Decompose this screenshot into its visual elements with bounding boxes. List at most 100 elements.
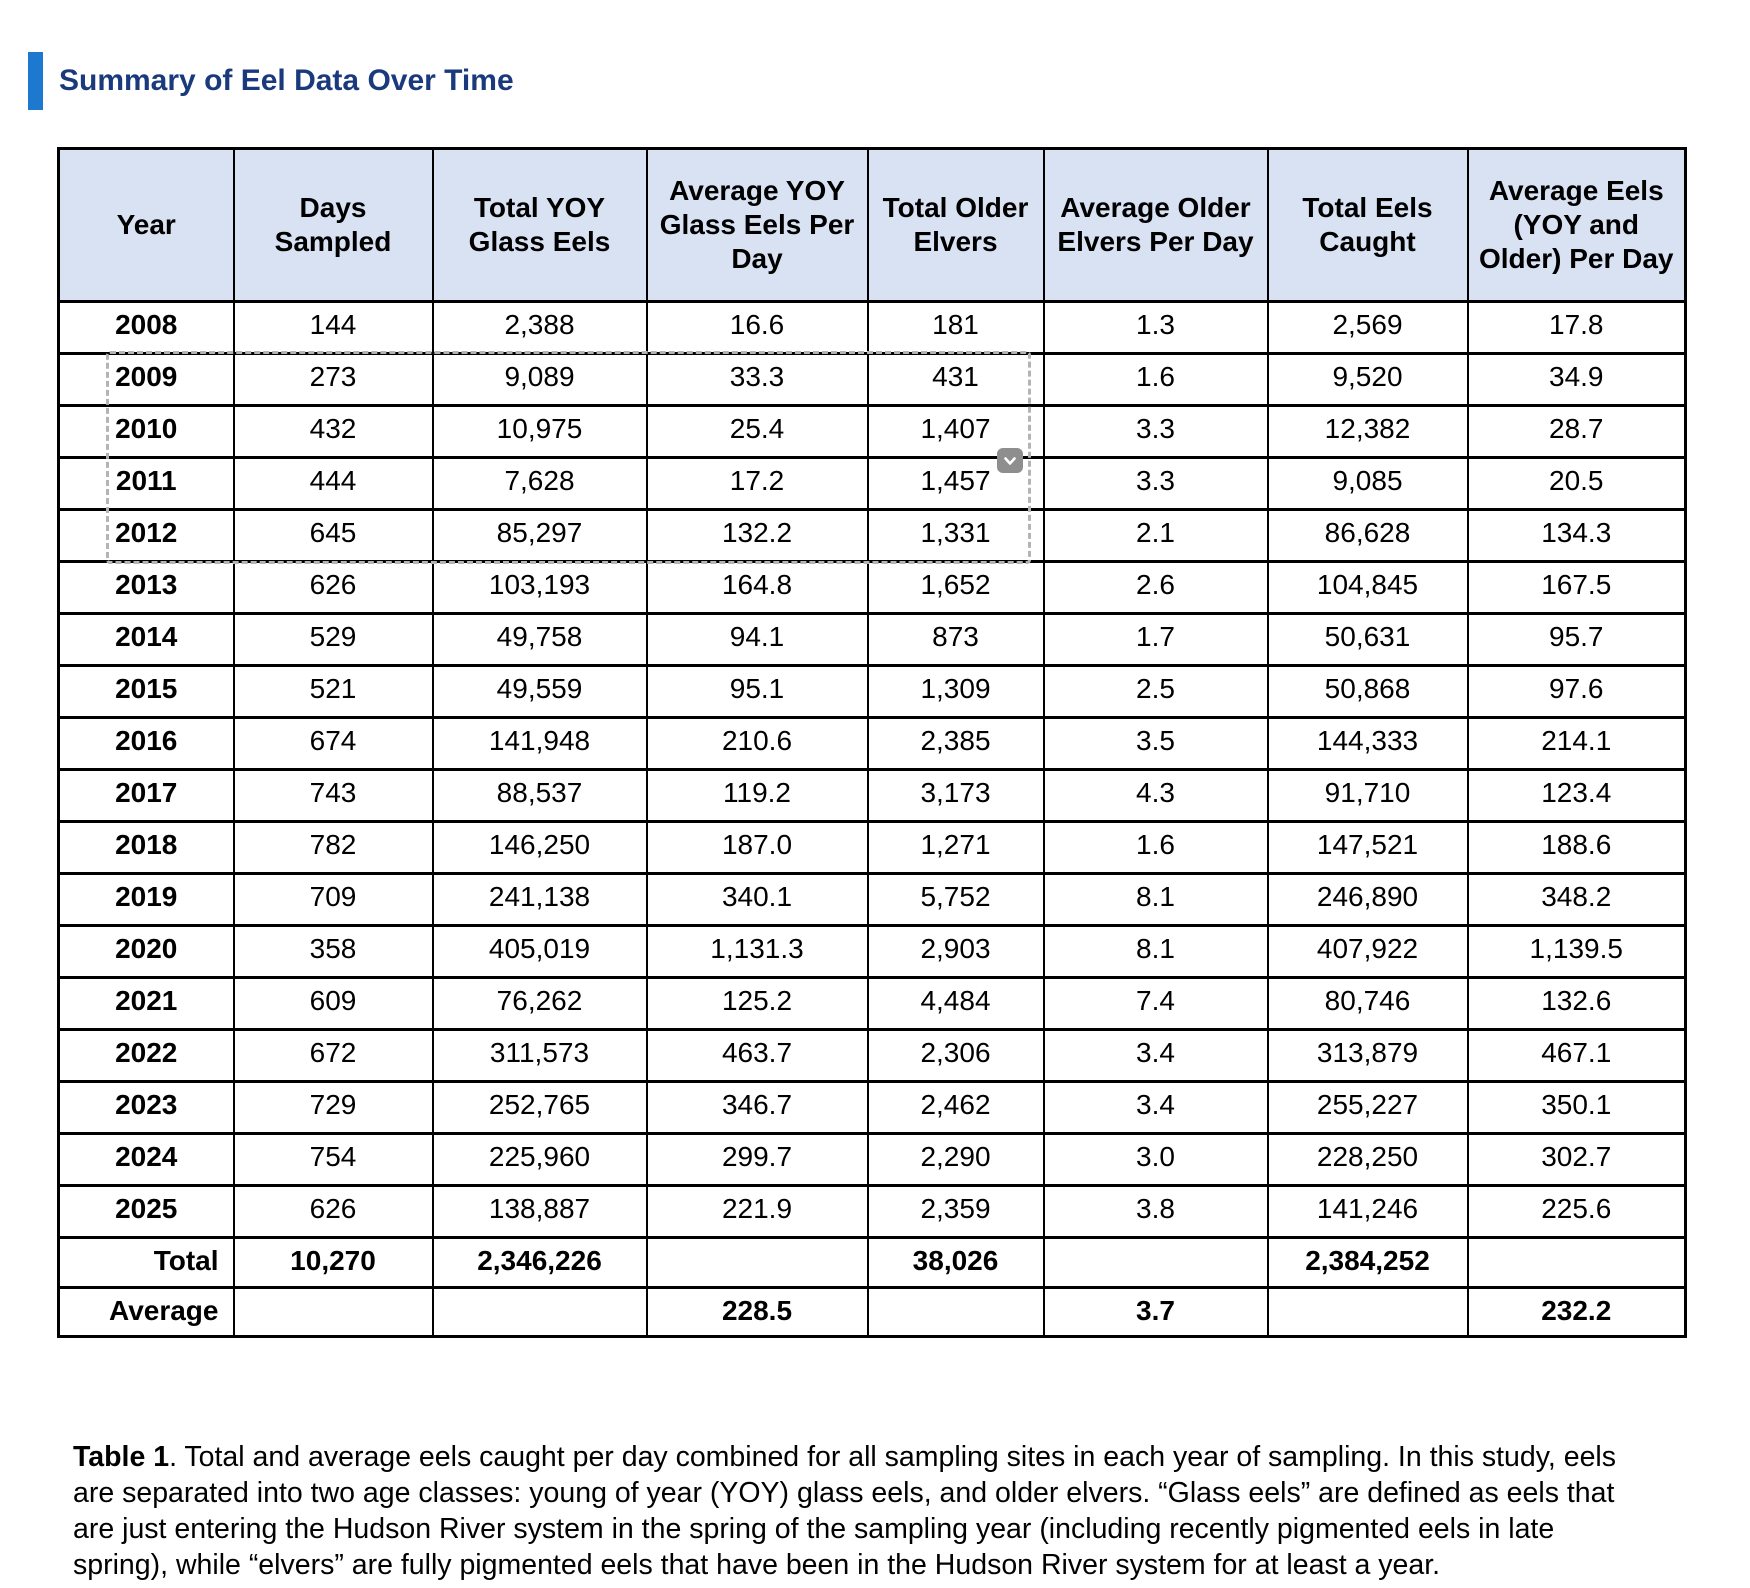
data-cell: 10,975 <box>431 404 648 459</box>
data-cell: 50,631 <box>1266 612 1469 667</box>
data-cell: 221.9 <box>645 1184 869 1239</box>
data-cell: 302.7 <box>1466 1132 1687 1187</box>
data-cell: 431 <box>866 352 1045 407</box>
data-cell: 1.7 <box>1042 612 1269 667</box>
data-cell: 94.1 <box>645 612 869 667</box>
year-cell: 2021 <box>57 976 235 1031</box>
column-header: Days Sampled <box>232 147 434 303</box>
data-cell: 80,746 <box>1266 976 1469 1031</box>
data-cell: 91,710 <box>1266 768 1469 823</box>
data-cell: 25.4 <box>645 404 869 459</box>
data-cell: 20.5 <box>1466 456 1687 511</box>
data-cell: 7,628 <box>431 456 648 511</box>
average-row: Average 228.5 3.7 232.2 <box>57 1286 1687 1338</box>
year-cell: 2010 <box>57 404 235 459</box>
table-caption: Table 1. Total and average eels caught p… <box>73 1439 1630 1583</box>
data-cell: 467.1 <box>1466 1028 1687 1083</box>
data-cell: 123.4 <box>1466 768 1687 823</box>
data-cell: 125.2 <box>645 976 869 1031</box>
data-cell <box>1266 1286 1469 1338</box>
data-cell: 2,385 <box>866 716 1045 771</box>
table-row: 2021 609 76,262 125.2 4,484 7.4 80,746 132.6 <box>57 976 1687 1031</box>
data-cell: 463.7 <box>645 1028 869 1083</box>
data-cell: 2,462 <box>866 1080 1045 1135</box>
year-cell: 2008 <box>57 300 235 355</box>
data-cell: 210.6 <box>645 716 869 771</box>
year-cell: 2013 <box>57 560 235 615</box>
average-row-label: Average <box>57 1286 235 1338</box>
data-cell: 4,484 <box>866 976 1045 1031</box>
data-cell: 119.2 <box>645 768 869 823</box>
data-cell: 88,537 <box>431 768 648 823</box>
data-cell <box>232 1286 434 1338</box>
table-row: 2022 672 311,573 463.7 2,306 3.4 313,879 467.1 <box>57 1028 1687 1083</box>
data-cell: 138,887 <box>431 1184 648 1239</box>
data-cell: 299.7 <box>645 1132 869 1187</box>
data-cell: 3.0 <box>1042 1132 1269 1187</box>
data-cell: 1,309 <box>866 664 1045 719</box>
data-cell: 9,089 <box>431 352 648 407</box>
data-cell: 232.2 <box>1466 1286 1687 1338</box>
year-cell: 2023 <box>57 1080 235 1135</box>
data-cell: 9,085 <box>1266 456 1469 511</box>
table-row: 2014 529 49,758 94.1 873 1.7 50,631 95.7 <box>57 612 1687 667</box>
page-title: Summary of Eel Data Over Time <box>59 64 514 97</box>
year-cell: 2024 <box>57 1132 235 1187</box>
data-cell: 95.7 <box>1466 612 1687 667</box>
data-cell: 33.3 <box>645 352 869 407</box>
table-row: 2017 743 88,537 119.2 3,173 4.3 91,710 123.4 <box>57 768 1687 823</box>
year-cell: 2012 <box>57 508 235 563</box>
data-cell: 273 <box>232 352 434 407</box>
data-cell: 134.3 <box>1466 508 1687 563</box>
chevron-down-button[interactable] <box>997 448 1023 473</box>
data-cell: 743 <box>232 768 434 823</box>
table-row: 2015 521 49,559 95.1 1,309 2.5 50,868 97.6 <box>57 664 1687 719</box>
table-row: 2018 782 146,250 187.0 1,271 1.6 147,521 188.6 <box>57 820 1687 875</box>
selection-region[interactable] <box>106 351 1031 564</box>
data-cell: 2.5 <box>1042 664 1269 719</box>
data-cell <box>1466 1236 1687 1289</box>
data-cell: 3.3 <box>1042 456 1269 511</box>
data-cell: 9,520 <box>1266 352 1469 407</box>
data-cell: 50,868 <box>1266 664 1469 719</box>
data-cell: 348.2 <box>1466 872 1687 927</box>
table-header-row: Year Days Sampled Total YOY Glass Eels Aver… <box>57 147 1687 303</box>
data-cell: 76,262 <box>431 976 648 1031</box>
data-cell: 17.2 <box>645 456 869 511</box>
data-cell <box>1042 1236 1269 1289</box>
data-cell: 609 <box>232 976 434 1031</box>
data-cell: 97.6 <box>1466 664 1687 719</box>
data-cell: 16.6 <box>645 300 869 355</box>
data-cell: 405,019 <box>431 924 648 979</box>
data-cell: 49,758 <box>431 612 648 667</box>
year-cell: 2014 <box>57 612 235 667</box>
data-cell: 188.6 <box>1466 820 1687 875</box>
data-cell <box>431 1286 648 1338</box>
data-cell: 2,569 <box>1266 300 1469 355</box>
year-cell: 2019 <box>57 872 235 927</box>
data-cell: 103,193 <box>431 560 648 615</box>
table-row: 2011 444 7,628 17.2 1,457 3.3 9,085 20.5 <box>57 456 1687 511</box>
table-row: 2012 645 85,297 132.2 1,331 2.1 86,628 134.3 <box>57 508 1687 563</box>
data-cell: 141,948 <box>431 716 648 771</box>
data-cell: 141,246 <box>1266 1184 1469 1239</box>
data-cell: 1.6 <box>1042 352 1269 407</box>
data-cell: 350.1 <box>1466 1080 1687 1135</box>
data-cell: 3.7 <box>1042 1286 1269 1338</box>
data-cell: 86,628 <box>1266 508 1469 563</box>
data-cell: 1,131.3 <box>645 924 869 979</box>
year-cell: 2016 <box>57 716 235 771</box>
data-cell: 1,457 <box>866 456 1045 511</box>
data-cell: 132.6 <box>1466 976 1687 1031</box>
data-cell: 2.6 <box>1042 560 1269 615</box>
year-cell: 2015 <box>57 664 235 719</box>
data-cell: 3.4 <box>1042 1080 1269 1135</box>
data-cell: 782 <box>232 820 434 875</box>
data-cell: 104,845 <box>1266 560 1469 615</box>
data-cell: 3.8 <box>1042 1184 1269 1239</box>
table-row: 2020 358 405,019 1,131.3 2,903 8.1 407,922 1,13… <box>57 924 1687 979</box>
data-cell: 8.1 <box>1042 872 1269 927</box>
year-cell: 2018 <box>57 820 235 875</box>
data-cell: 2,290 <box>866 1132 1045 1187</box>
title-accent-bar <box>28 52 43 110</box>
